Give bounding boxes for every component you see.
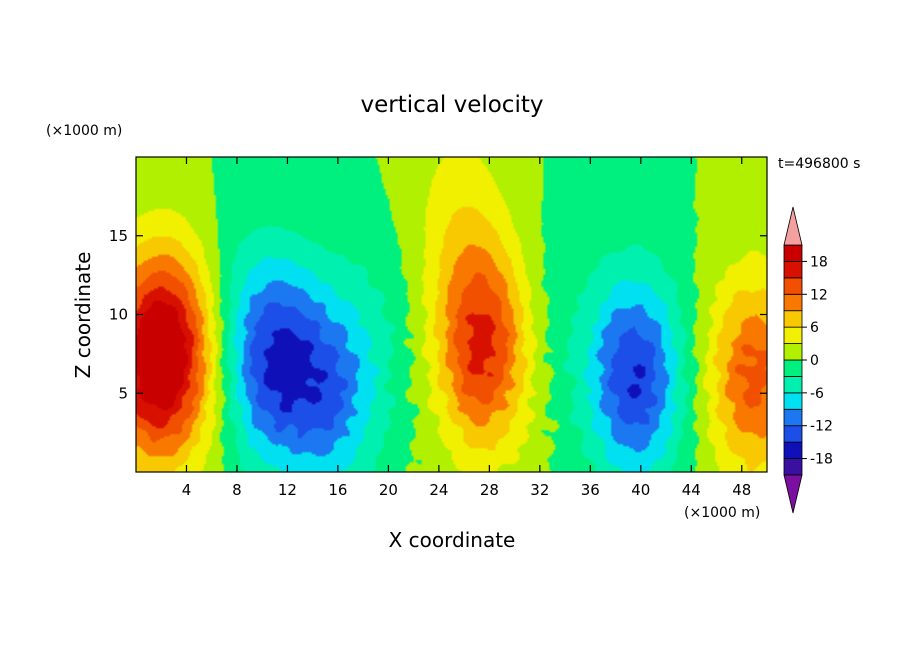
time-label: t=496800 s [778, 156, 860, 172]
colorbar-tick-label: -6 [810, 386, 824, 402]
colorbar-tick-label: -18 [810, 452, 833, 468]
colorbar-tick-label: 18 [810, 254, 828, 270]
x-tick-label: 36 [581, 481, 600, 499]
colorbar-level [783, 458, 803, 476]
colorbar-extend-min [783, 474, 803, 514]
x-unit-label: (×1000 m) [684, 505, 760, 521]
colorbar-level [783, 261, 803, 279]
plot-area [135, 156, 768, 473]
x-tick-label: 20 [379, 481, 398, 499]
colorbar-level [783, 392, 803, 410]
colorbar: -18 -12 -6 0 6 12 18 [783, 206, 833, 514]
x-tick-label: 44 [682, 481, 701, 499]
x-tick-label: 4 [182, 481, 192, 499]
x-tick-label: 16 [328, 481, 347, 499]
y-tick-label: 10 [109, 306, 128, 324]
colorbar-tick-label: -12 [810, 419, 833, 435]
colorbar-level [783, 441, 803, 459]
colorbar-tick-label: 12 [810, 287, 828, 303]
x-tick-label: 40 [631, 481, 650, 499]
y-unit-label: (×1000 m) [46, 123, 122, 139]
x-tick-label: 32 [530, 481, 549, 499]
colorbar-level [783, 425, 803, 443]
x-axis: 4 8 12 16 20 24 28 32 36 40 44 48 [182, 157, 751, 499]
colorbar-level [783, 326, 803, 344]
x-tick-label: 8 [232, 481, 242, 499]
colorbar-level [783, 293, 803, 312]
colorbar-level [783, 376, 803, 394]
colorbar-extend-max [783, 206, 803, 246]
colorbar-level [783, 310, 803, 328]
y-tick-label: 5 [118, 384, 128, 402]
colorbar-level [783, 277, 803, 295]
colorbar-level [783, 359, 803, 377]
x-tick-label: 24 [429, 481, 448, 499]
y-tick-label: 15 [109, 227, 128, 245]
x-axis-label: X coordinate [389, 528, 516, 552]
x-tick-label: 12 [278, 481, 297, 499]
x-tick-label: 28 [480, 481, 499, 499]
y-axis-label: Z coordinate [71, 252, 95, 379]
colorbar-tick-label: 6 [810, 320, 819, 336]
colorbar-tick-label: 0 [810, 353, 819, 369]
chart-title: vertical velocity [361, 92, 544, 118]
heatmap-field [136, 157, 767, 472]
colorbar-level [783, 244, 803, 262]
x-tick-label: 48 [732, 481, 751, 499]
colorbar-level [783, 343, 803, 361]
y-axis: 5 10 15 [109, 227, 767, 402]
colorbar-level [783, 408, 803, 427]
